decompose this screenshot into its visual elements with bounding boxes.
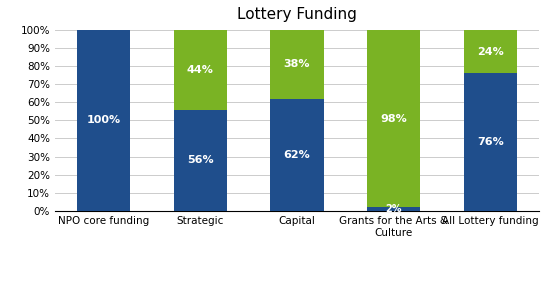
Text: 2%: 2% <box>386 204 402 214</box>
Bar <box>367 207 420 211</box>
Text: 38%: 38% <box>284 59 310 70</box>
Text: 44%: 44% <box>187 65 213 75</box>
Bar <box>271 99 323 211</box>
Bar <box>174 30 227 110</box>
Bar <box>464 73 517 211</box>
Bar <box>174 110 227 211</box>
Text: 100%: 100% <box>86 115 120 126</box>
Title: Lottery Funding: Lottery Funding <box>237 7 357 22</box>
Bar <box>367 30 420 207</box>
Text: 76%: 76% <box>477 137 504 147</box>
Bar <box>464 30 517 73</box>
Text: 56%: 56% <box>187 155 213 165</box>
Bar <box>271 30 323 99</box>
Text: 24%: 24% <box>477 47 504 57</box>
Text: 98%: 98% <box>381 113 407 124</box>
Text: 62%: 62% <box>284 150 310 160</box>
Bar <box>77 30 130 211</box>
